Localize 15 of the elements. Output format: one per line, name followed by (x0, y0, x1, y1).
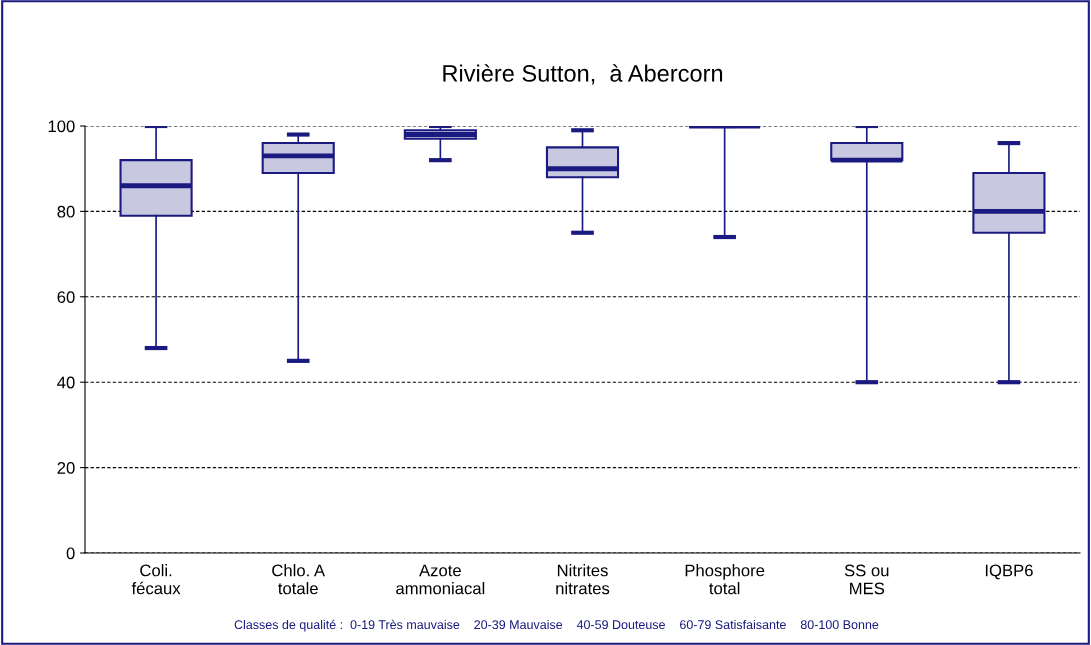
x-tick-label: Azote ammoniacal (396, 564, 485, 595)
chart-title: Rivière Sutton, à Abercorn (443, 64, 723, 85)
y-tick-label: 80 (57, 205, 75, 218)
y-tick-label: 20 (57, 462, 75, 474)
x-tick-label: Coli. fécaux (131, 564, 181, 595)
y-tick-label: 60 (57, 291, 75, 303)
x-tick-label: SS ou MES (844, 564, 889, 595)
x-tick-label: Chlo. A totale (272, 564, 326, 595)
y-tick-label: 100 (48, 120, 75, 133)
x-tick-label: IQBP6 (985, 564, 1033, 580)
x-tick-label: Phosphore total (685, 564, 765, 595)
y-tick-label: 40 (57, 376, 75, 389)
y-tick-label: 0 (66, 547, 75, 560)
x-tick-label: Nitrites nitrates (556, 564, 610, 595)
text: Classes de qualité : 0-19 Très mauvaise 20-39 Mauvaise 40-59 Douteuse 60-79 Satisfaisante 80-100 Bonne (234, 619, 879, 632)
